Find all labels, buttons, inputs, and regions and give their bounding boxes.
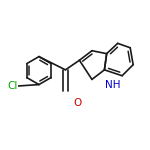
Text: NH: NH (105, 80, 120, 90)
Text: Cl: Cl (7, 81, 18, 91)
Text: O: O (73, 98, 81, 108)
